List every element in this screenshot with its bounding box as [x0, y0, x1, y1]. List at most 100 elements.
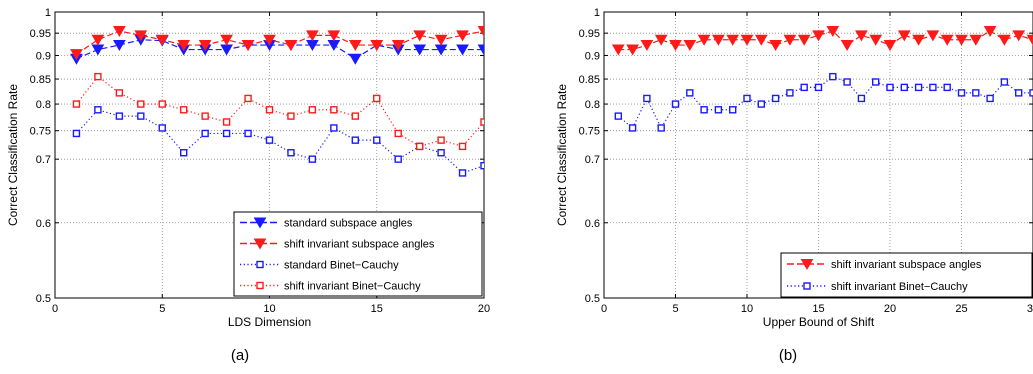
data-point-s1-0	[614, 112, 622, 120]
panel-caption: (b)	[779, 347, 797, 364]
x-axis-label: Upper Bound of Shift	[763, 315, 875, 329]
y-tick-label: 0.9	[36, 50, 51, 62]
data-point-s1-9	[743, 94, 751, 103]
y-axis-label: Correct Classification Rate	[6, 84, 20, 226]
data-point-s1-17	[857, 94, 866, 103]
data-point-s1-23	[943, 83, 951, 92]
x-tick-label: 0	[601, 303, 607, 315]
data-point-s1-8	[729, 106, 737, 114]
chart-panel-b: 0.50.60.70.750.80.850.90.951051015202530…	[555, 7, 1033, 364]
data-point-s2-1	[94, 106, 102, 114]
legend-marker	[800, 259, 814, 270]
data-point-s0-29	[1026, 34, 1033, 46]
data-point-s3-14	[373, 94, 381, 103]
y-tick-label: 0.9	[585, 50, 600, 62]
data-point-s3-12	[330, 106, 338, 114]
x-tick-label: 10	[741, 303, 753, 315]
data-point-s1-3	[657, 124, 665, 132]
data-point-s2-15	[394, 155, 402, 163]
data-point-s3-16	[415, 142, 424, 151]
data-point-s0-16	[840, 40, 854, 52]
data-point-s1-6	[198, 40, 212, 52]
series-group	[611, 25, 1033, 132]
y-tick-label: 0.85	[579, 74, 600, 86]
legend-label: shift invariant Binet−Cauchy	[831, 281, 968, 293]
data-point-s0-24	[955, 34, 968, 46]
legend-box	[233, 211, 483, 297]
data-point-s0-7	[220, 44, 233, 56]
data-point-s1-10	[757, 100, 765, 108]
data-point-s1-17	[434, 34, 448, 46]
y-tick-label: 0.8	[585, 99, 600, 111]
panel-caption: (a)	[231, 347, 249, 364]
data-point-s1-16	[843, 78, 851, 86]
data-point-s0-11	[769, 40, 782, 52]
legend-label: shift invariant subspace angles	[831, 259, 982, 271]
data-point-s0-5	[683, 40, 697, 52]
data-point-s0-12	[327, 40, 341, 52]
data-point-s3-9	[265, 106, 274, 114]
data-point-s0-21	[912, 34, 925, 46]
x-tick-label: 20	[884, 303, 896, 315]
y-tick-label: 0.6	[36, 218, 51, 230]
data-point-s2-3	[137, 112, 145, 120]
x-tick-label: 20	[478, 303, 490, 315]
data-point-s1-24	[957, 89, 966, 97]
data-point-s1-7	[714, 106, 723, 114]
data-point-s1-9	[263, 34, 276, 46]
data-point-s2-19	[480, 162, 484, 170]
legend-marker	[256, 260, 264, 269]
data-point-s1-1	[91, 34, 105, 46]
data-point-s2-14	[373, 136, 381, 144]
y-tick-label: 1	[45, 7, 51, 19]
data-point-s0-9	[740, 34, 754, 46]
legend-marker	[253, 238, 267, 250]
legend: standard subspace angles shift invariant …	[233, 211, 483, 297]
y-tick-label: 0.7	[585, 154, 600, 166]
x-tick-label: 0	[52, 303, 58, 315]
data-point-s0-13	[348, 53, 362, 65]
data-point-s0-1	[91, 44, 105, 56]
data-point-s1-21	[914, 83, 923, 92]
data-point-s1-5	[177, 40, 191, 52]
x-tick-label: 15	[371, 303, 383, 315]
y-tick-label: 0.75	[579, 126, 600, 138]
y-tick-label: 1	[594, 7, 600, 19]
data-point-s1-14	[370, 40, 384, 52]
data-point-s1-8	[241, 40, 255, 52]
x-axis-label: LDS Dimension	[228, 315, 311, 329]
data-point-s3-18	[458, 142, 467, 151]
data-point-s2-18	[458, 169, 467, 177]
data-point-s0-26	[983, 25, 997, 37]
data-point-s3-10	[287, 112, 295, 120]
data-point-s3-0	[72, 100, 81, 108]
data-point-s0-4	[669, 40, 682, 52]
data-point-s0-19	[477, 44, 484, 56]
data-point-s0-14	[812, 30, 825, 42]
series-line-0	[76, 39, 484, 60]
data-point-s0-19	[883, 40, 897, 52]
y-tick-label: 0.7	[36, 154, 51, 166]
data-point-s2-10	[287, 149, 295, 157]
x-tick-label: 30	[1027, 303, 1033, 315]
data-point-s1-18	[872, 78, 880, 86]
data-point-s0-18	[869, 34, 883, 46]
data-point-s1-10	[284, 40, 298, 52]
data-point-s1-1	[628, 124, 637, 132]
data-point-s1-26	[986, 94, 994, 103]
data-point-s3-13	[351, 112, 359, 120]
y-tick-label: 0.6	[585, 218, 600, 230]
legend-box	[780, 252, 1033, 298]
x-tick-label: 25	[955, 303, 967, 315]
data-point-s2-11	[308, 155, 317, 163]
data-point-s0-13	[797, 34, 811, 46]
data-point-s1-29	[1029, 89, 1033, 97]
data-point-s0-22	[926, 30, 940, 42]
data-point-s1-6	[700, 106, 708, 114]
data-point-s1-20	[900, 83, 908, 92]
series-line-3	[75, 75, 484, 148]
data-point-s0-7	[712, 34, 725, 46]
data-point-s3-6	[201, 112, 209, 120]
